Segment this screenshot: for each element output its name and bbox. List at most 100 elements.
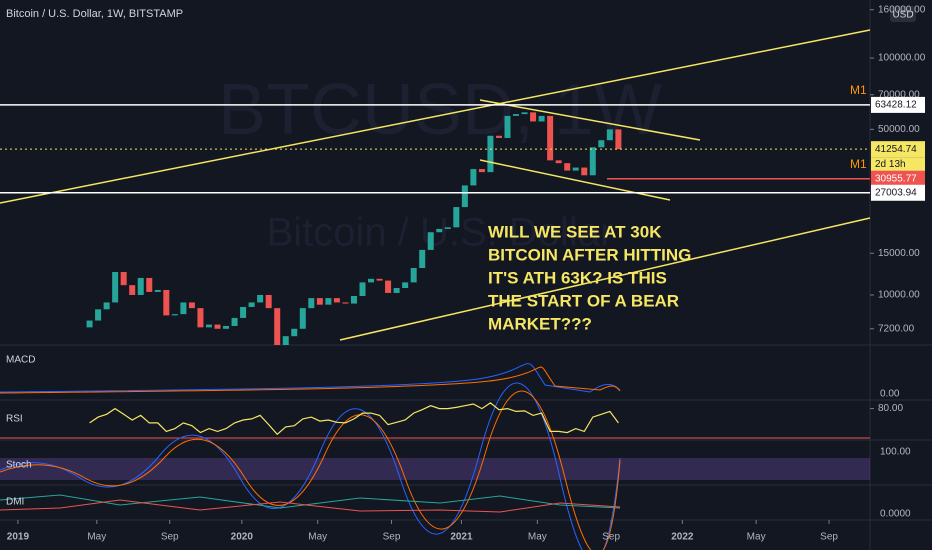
dmi-tick: 0.0000 <box>880 509 911 520</box>
stoch-label: Stoch <box>6 460 32 471</box>
candle <box>265 294 272 309</box>
y-tick-label: 100000.00 <box>878 53 926 64</box>
candle <box>385 280 392 293</box>
stoch-k <box>0 382 621 550</box>
level-tag: M1 <box>850 83 867 97</box>
trend-lines <box>0 29 871 341</box>
candle <box>282 336 289 345</box>
candle <box>274 308 281 345</box>
candle <box>129 285 136 295</box>
annotation-line: THE START OF A BEAR <box>488 291 679 310</box>
candle <box>368 278 375 283</box>
x-tick-label: Sep <box>161 532 179 543</box>
candle <box>606 129 613 141</box>
candle <box>538 115 545 122</box>
rsi-tick-label: 80.00 <box>878 403 903 414</box>
candle <box>197 308 204 328</box>
x-tick-label: 2022 <box>671 532 694 543</box>
candle <box>615 129 622 150</box>
candle <box>120 272 127 286</box>
candle <box>325 298 332 305</box>
signal-line <box>0 366 621 394</box>
stoch-tick: 100.00 <box>880 447 911 458</box>
annotation-line: IT'S ATH 63K? IS THIS <box>488 268 667 287</box>
dmi-label: DMI <box>6 497 24 508</box>
rsi-label: RSI <box>6 414 23 425</box>
candle <box>299 308 306 329</box>
candle <box>231 317 238 326</box>
currency[interactable]: USD <box>892 10 913 21</box>
candle <box>444 227 451 229</box>
candle <box>95 309 102 321</box>
candle <box>598 140 605 148</box>
candle <box>504 115 511 138</box>
stoch-band <box>0 458 870 480</box>
currency-badge[interactable] <box>890 6 916 22</box>
price-badge <box>871 184 925 201</box>
watermark-name: Bitcoin / U.S. Dollar <box>267 211 614 255</box>
x-tick-label: 2020 <box>231 532 254 543</box>
y-tick-label: 7200.00 <box>878 323 915 334</box>
macd-label: MACD <box>6 355 35 366</box>
x-tick-label: 2021 <box>450 532 473 543</box>
x-tick-label: Sep <box>820 532 838 543</box>
candle <box>513 114 520 116</box>
dmi-plus <box>0 494 621 509</box>
candle <box>240 306 247 318</box>
price-label: 27003.94 <box>875 187 917 198</box>
candle <box>154 289 161 292</box>
candle <box>564 163 571 171</box>
candle <box>180 302 187 315</box>
macd-tick: 0.00 <box>880 389 900 400</box>
candle <box>581 167 588 176</box>
candle <box>470 169 477 186</box>
candle <box>555 160 562 164</box>
candle <box>419 249 426 268</box>
y-tick-label: 10000.00 <box>878 290 920 301</box>
candle <box>86 320 93 328</box>
annotation-line: WILL WE SEE AT 30K <box>488 222 662 241</box>
price-label: 63428.12 <box>875 100 917 111</box>
candle <box>342 302 349 304</box>
dmi-minus <box>0 499 621 513</box>
candle <box>291 328 298 337</box>
candle <box>257 294 264 303</box>
candle <box>410 267 417 283</box>
price-label: 41254.74 <box>875 144 917 155</box>
candle <box>248 302 255 307</box>
countdown-badge <box>871 157 925 172</box>
candle <box>478 169 485 173</box>
candle <box>163 289 170 316</box>
candle <box>393 288 400 293</box>
candle <box>495 135 502 138</box>
candle <box>436 228 443 233</box>
y-tick-label: 15000.00 <box>878 248 920 259</box>
candle <box>453 207 460 228</box>
candle <box>205 324 212 328</box>
candle <box>530 112 537 122</box>
x-tick-label: 2019 <box>7 532 30 543</box>
macd-line <box>0 363 621 393</box>
candle <box>427 232 434 250</box>
candle <box>112 272 119 303</box>
candle <box>214 324 221 329</box>
candle <box>487 135 494 173</box>
candle <box>359 282 366 297</box>
candle <box>333 298 340 303</box>
x-tick-label: May <box>528 532 547 543</box>
price-badge <box>871 170 925 187</box>
y-tick-label: 70000.00 <box>878 89 920 100</box>
price-badge <box>871 96 925 113</box>
candle <box>308 298 315 309</box>
x-tick-label: Sep <box>602 532 620 543</box>
candle <box>572 167 579 171</box>
x-tick-label: May <box>308 532 327 543</box>
y-tick-label: 160000.00 <box>878 4 926 15</box>
candle <box>402 282 409 289</box>
candle <box>188 302 195 309</box>
candle <box>316 298 323 305</box>
x-tick-label: May <box>747 532 766 543</box>
